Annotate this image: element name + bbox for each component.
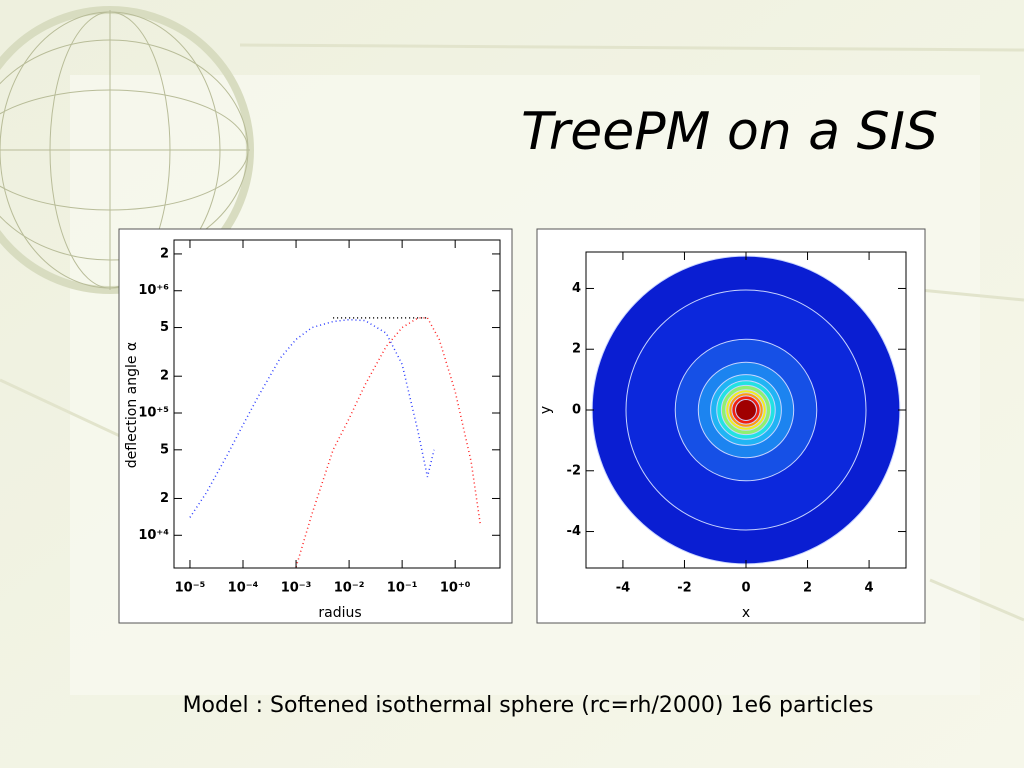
chart: -4 -2 0 2 4 -4 -2 0 2 4 x y (538, 251, 907, 621)
x-tick-label: 10⁻⁵ (175, 581, 206, 596)
y-tick-label: 10⁺⁵ (138, 406, 169, 421)
y-tick-label: 4 (572, 281, 581, 296)
y-tick-label: -2 (567, 463, 581, 478)
plot-area (173, 239, 501, 569)
chart: 10⁻⁵ 10⁻⁴ 10⁻³ 10⁻² 10⁻¹ 10⁺⁰ 10⁺⁴ 2 5 10⁺⁵ 2 5 10⁺⁶… (124, 239, 501, 621)
x-tick-label: -2 (677, 581, 691, 596)
y-tick-label: 10⁺⁴ (138, 528, 169, 543)
y-axis-label: y (538, 406, 554, 414)
y-tick-label: 5 (160, 320, 169, 335)
x-tick-label: 10⁻² (334, 581, 365, 596)
slide-title: TreePM on a SIS (521, 102, 938, 162)
y-tick-label: 2 (160, 369, 169, 384)
y-tick-label: 2 (160, 491, 169, 506)
caption: Model : Softened isothermal sphere (rc=r… (183, 693, 874, 718)
y-tick-label: 10⁺⁶ (138, 283, 169, 298)
y-tick-label: 5 (160, 442, 169, 457)
y-tick-label: 2 (160, 246, 169, 261)
chart-frame (118, 228, 513, 624)
contour-ring (735, 399, 757, 421)
x-tick-label: 2 (803, 581, 812, 596)
y-tick-label: 2 (572, 342, 581, 357)
x-tick-label: 10⁻¹ (387, 581, 418, 596)
y-axis-label: deflection angle α (124, 342, 140, 468)
x-axis-label: radius (318, 605, 361, 621)
x-tick-label: 4 (865, 581, 874, 596)
y-tick-label: 0 (572, 403, 581, 418)
x-tick-label: 10⁺⁰ (440, 581, 471, 596)
x-tick-label: 10⁻⁴ (228, 581, 259, 596)
x-tick-label: 0 (741, 581, 750, 596)
x-tick-label: 10⁻³ (281, 581, 312, 596)
sphere-decoration (0, 6, 254, 294)
x-tick-label: -4 (616, 581, 630, 596)
y-tick-label: -4 (567, 524, 581, 539)
x-axis-label: x (742, 605, 750, 621)
